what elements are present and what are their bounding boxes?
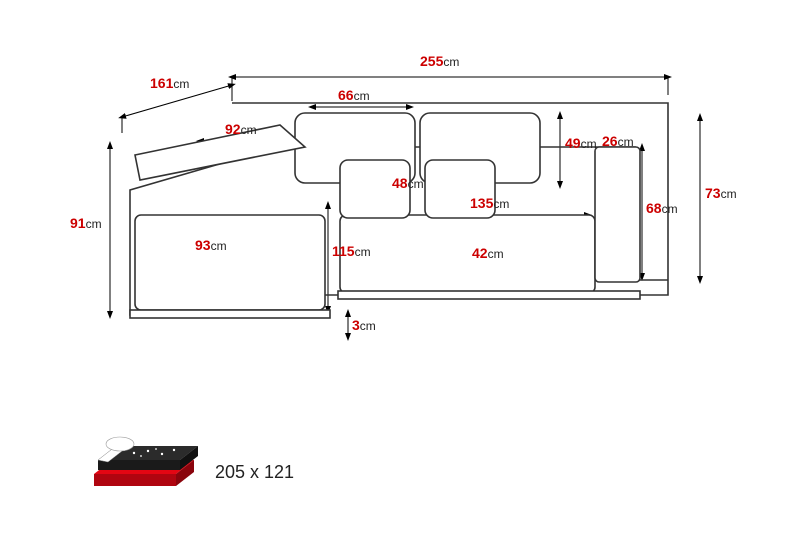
dim-chaise-width: 115cm <box>332 243 371 259</box>
sofa-dimension-diagram: 161cm 255cm 66cm 92cm 49cm 26cm 73cm 68c… <box>80 55 720 385</box>
dim-seat-height: 42cm <box>472 245 504 261</box>
dim-armrest-top-w: 92cm <box>225 121 257 137</box>
dim-armrest-height: 68cm <box>646 200 678 216</box>
dim-back-cushion-w: 66cm <box>338 87 370 103</box>
dim-floor-gap: 3cm <box>352 317 376 333</box>
dim-depth-chaise: 161cm <box>150 75 189 91</box>
sofa-drawing <box>80 55 720 385</box>
sleeping-area-label: 205 x 121 <box>215 462 294 483</box>
sleeping-area-icon: 205 x 121 <box>80 420 340 510</box>
dim-seat-area-w: 135cm <box>470 195 509 211</box>
dim-overall-height: 73cm <box>705 185 737 201</box>
dim-armrest-inner-w: 26cm <box>602 133 634 149</box>
dim-seat-depth-chaise: 93cm <box>195 237 227 253</box>
bed-icon-svg <box>80 420 205 505</box>
dim-overall-width: 255cm <box>420 53 459 69</box>
dim-small-cushion-h: 48cm <box>392 175 424 191</box>
dim-side-height: 91cm <box>70 215 102 231</box>
dim-back-cushion-h: 49cm <box>565 135 597 151</box>
